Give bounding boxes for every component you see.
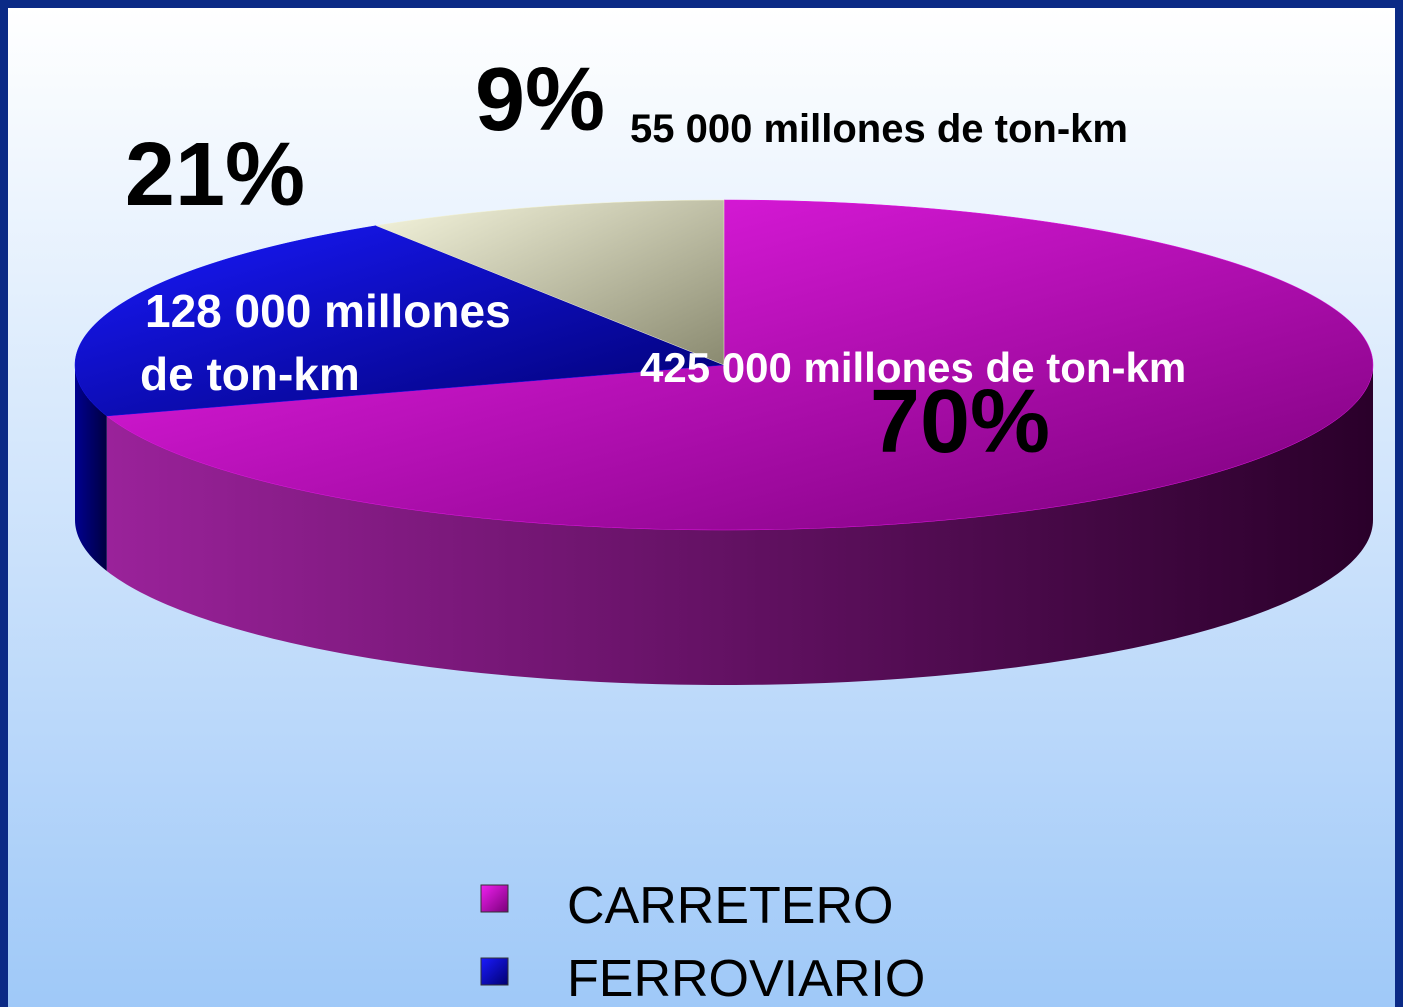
slice-side [75,365,107,571]
value-label: 9% [475,50,605,150]
slice [375,199,725,366]
slice [106,199,1374,531]
value-label: 70% [870,372,1050,472]
annotation: de ton-km [140,348,360,400]
legend-label: CARRETERO [567,877,893,935]
legend-swatch [480,957,509,986]
slice [74,225,725,417]
annotation: 55 000 millones de ton-km [630,107,1128,151]
slice-side [106,365,1374,685]
value-label: 21% [125,125,305,225]
legend-label: FERROVIARIO [567,950,925,1007]
annotation: 425 000 millones de ton-km [640,344,1186,391]
legend-swatch [480,884,509,913]
annotation: 128 000 millones [145,285,511,337]
